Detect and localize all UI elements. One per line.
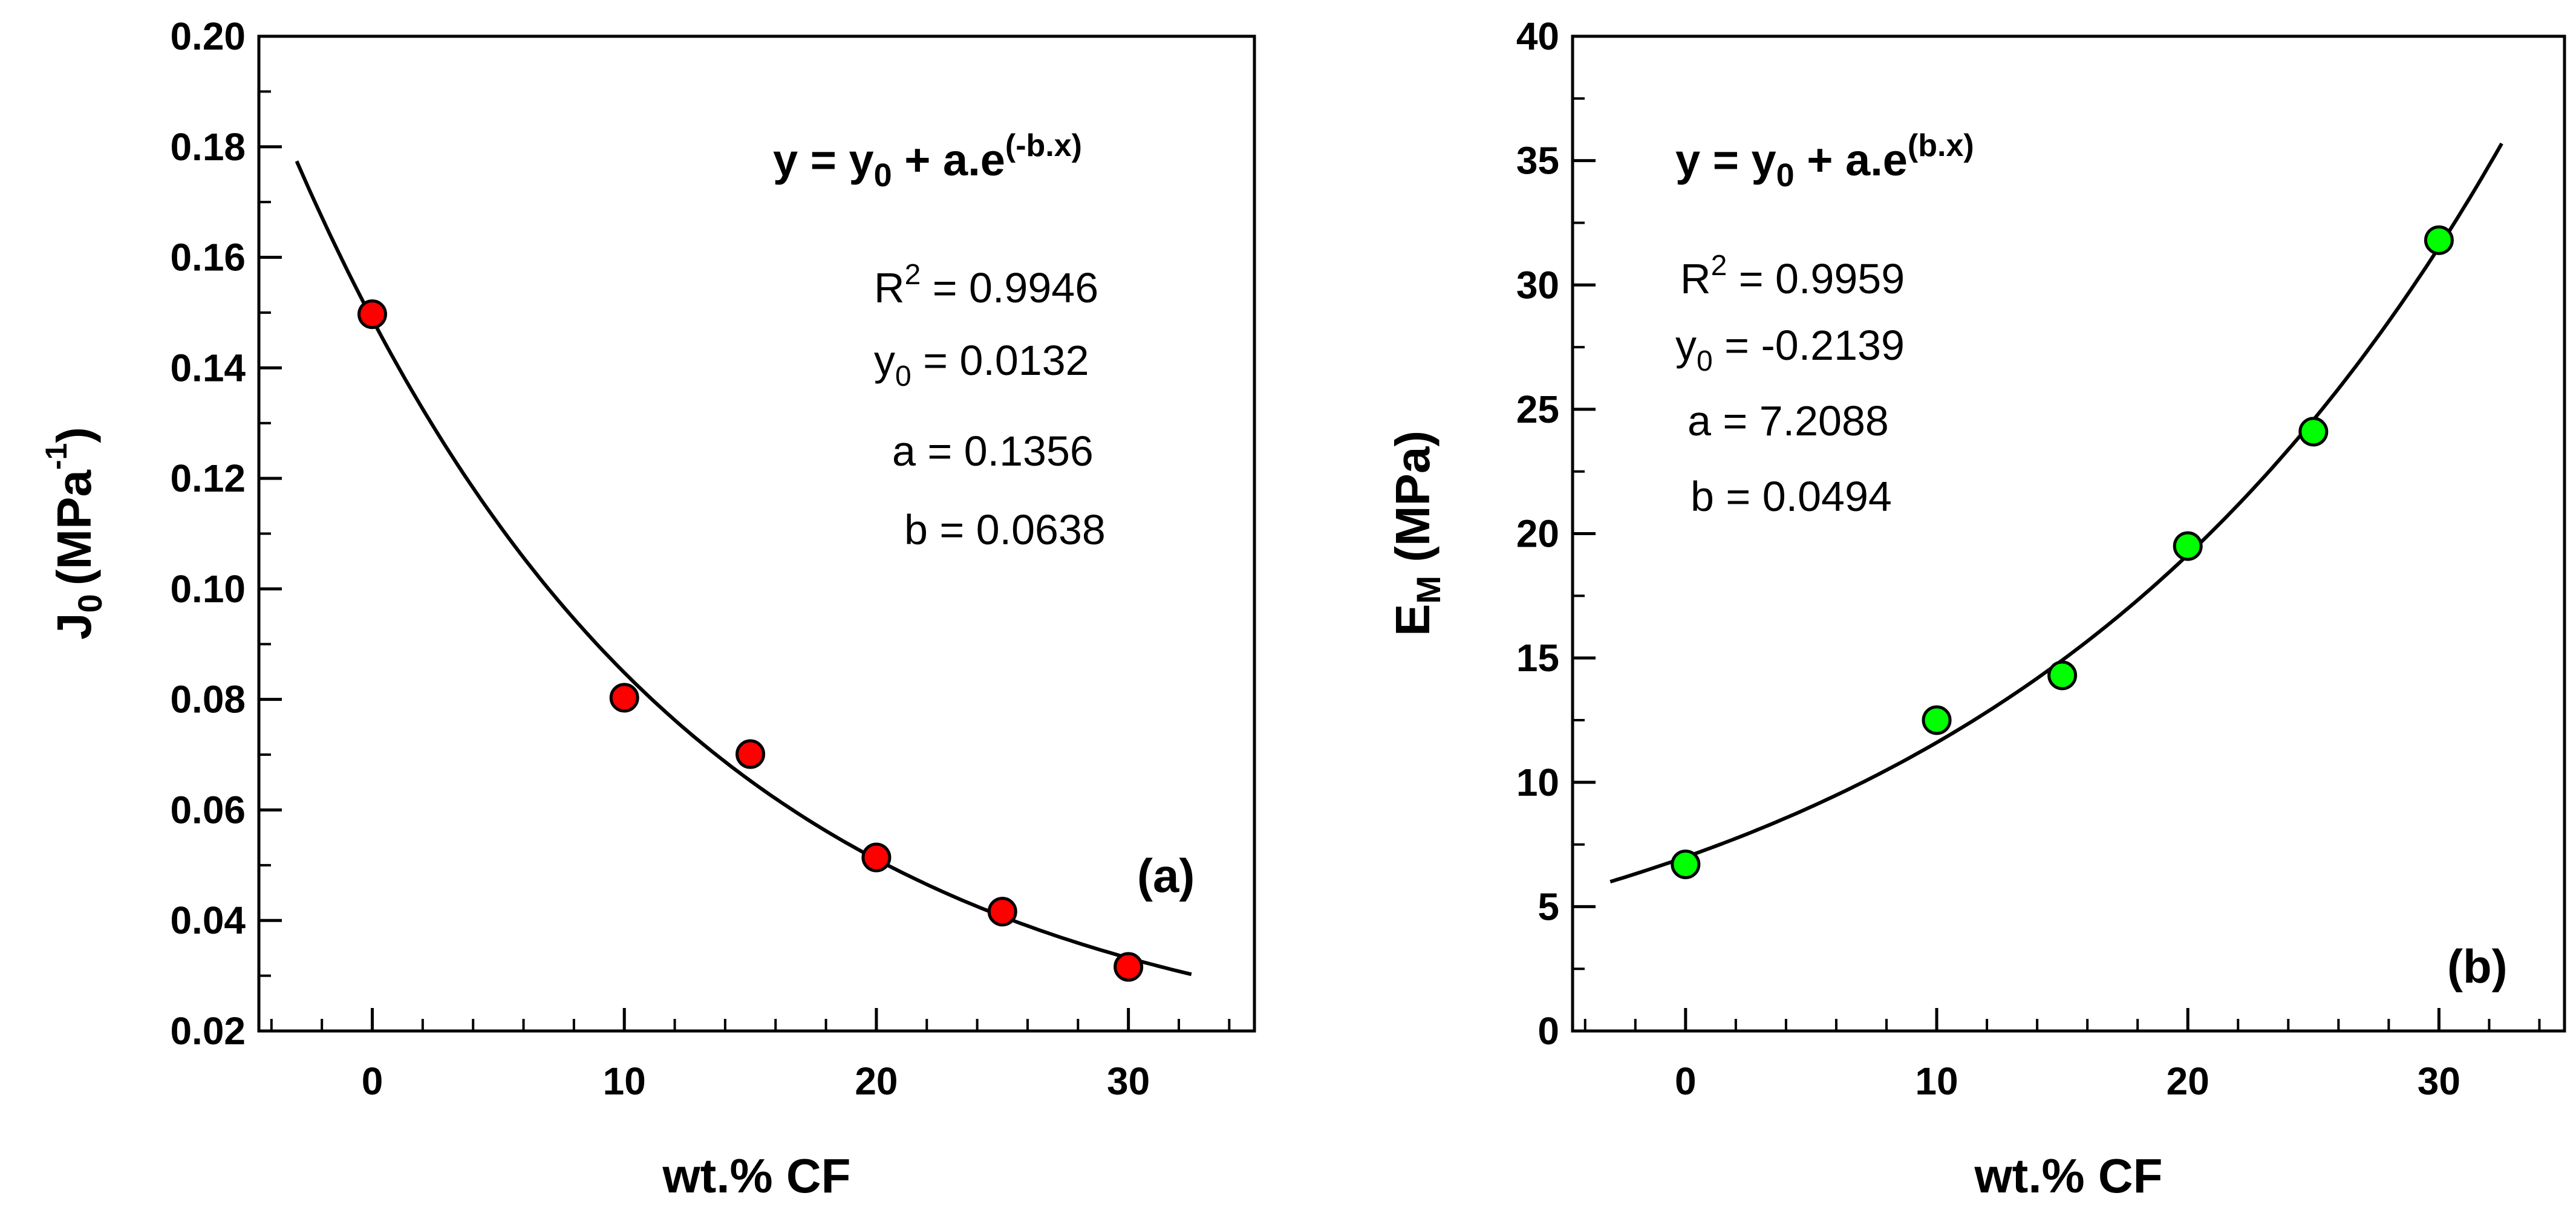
y-tick-label: 0.10 (170, 567, 246, 611)
y-tick-label: 0.06 (170, 788, 246, 831)
data-point (1671, 849, 1701, 879)
data-point (357, 299, 388, 330)
data-point (861, 842, 892, 873)
b-value-b: b = 0.0494 (1691, 473, 1892, 520)
y-tick-label: 0 (1537, 1009, 1559, 1053)
x-tick-label: 0 (1675, 1059, 1697, 1103)
panel-label-b: (b) (2447, 940, 2508, 993)
y-tick-label: 0.20 (170, 15, 246, 58)
y-tick-label: 5 (1537, 885, 1559, 928)
y-tick-label: 35 (1516, 139, 1559, 183)
x-tick-labels-a: 0 10 20 30 (362, 1059, 1150, 1103)
y-axis-title-a: J0(MPa-1) (39, 427, 109, 640)
fit-equation-a: y = y0 + a.e(-b.x) (773, 128, 1082, 193)
fit-equation-b: y = y0 + a.e(b.x) (1675, 128, 1974, 193)
x-axis-title-a: wt.% CF (662, 1149, 850, 1203)
panel-label-a: (a) (1137, 849, 1195, 902)
x-tick-label: 10 (1915, 1059, 1958, 1103)
y-tick-label: 0.02 (170, 1009, 246, 1053)
axis-ticks-a (259, 34, 1231, 1033)
data-point (2173, 531, 2203, 561)
y0-value-a: y0 = 0.0132 (874, 337, 1089, 392)
x-tick-label: 30 (1107, 1059, 1150, 1103)
axis-ticks-b (1573, 34, 2541, 1033)
data-point (987, 897, 1017, 927)
data-point (2047, 660, 2078, 691)
y-tick-label: 0.16 (170, 236, 246, 279)
x-tick-label: 10 (603, 1059, 646, 1103)
y-tick-label: 20 (1516, 512, 1559, 556)
r-squared-a: R2 = 0.9946 (874, 259, 1098, 311)
x-tick-label: 20 (855, 1059, 898, 1103)
y-axis-title-b: EM (MPa) (1386, 431, 1447, 636)
y-tick-label: 30 (1516, 263, 1559, 307)
data-point (735, 739, 766, 769)
data-point (2424, 225, 2454, 255)
r-squared-b: R2 = 0.9959 (1680, 250, 1905, 302)
data-points-a (357, 299, 1144, 982)
y-tick-label: 0.12 (170, 457, 246, 500)
y-tick-labels-b: 0 5 10 15 20 25 30 35 40 (1516, 15, 1559, 1053)
a-value-a: a = 0.1356 (892, 428, 1094, 475)
data-point (1114, 952, 1144, 982)
x-axis-title-b: wt.% CF (1974, 1149, 2162, 1203)
y-tick-label: 40 (1516, 15, 1559, 58)
data-point (2298, 417, 2329, 447)
x-tick-labels-b: 0 10 20 30 (1675, 1059, 2460, 1103)
y-tick-label: 10 (1516, 761, 1559, 804)
fit-curve-a (295, 160, 1192, 977)
plot-frame-b (1571, 34, 2566, 1033)
y-tick-labels-a: 0.02 0.04 0.06 0.08 0.10 0.12 0.14 0.16 0.18 0.20 (170, 15, 246, 1053)
x-tick-label: 20 (2167, 1059, 2209, 1103)
b-value-a: b = 0.0638 (904, 506, 1106, 553)
y-tick-label: 0.08 (170, 678, 246, 721)
y0-value-b: y0 = -0.2139 (1675, 322, 1905, 377)
y-tick-label: 0.18 (170, 125, 246, 169)
y-tick-label: 0.14 (170, 346, 246, 389)
a-value-b: a = 7.2088 (1687, 397, 1889, 444)
x-tick-label: 30 (2418, 1059, 2460, 1103)
data-points-b (1671, 225, 2454, 879)
chart-panel-a: 0.02 0.04 0.06 0.08 0.10 0.12 0.14 0.16 0.18 0.20… (39, 15, 1256, 1203)
y-tick-label: 25 (1516, 388, 1559, 431)
chart-panel-b: 0 5 10 15 20 25 30 35 40 0 10 20 30 wt.% CF EM (MPa… (1386, 15, 2566, 1203)
y-tick-label: 0.04 (170, 899, 246, 942)
data-point (1922, 705, 1952, 735)
x-tick-label: 0 (362, 1059, 383, 1103)
data-point (609, 683, 639, 713)
y-tick-label: 15 (1516, 636, 1559, 680)
